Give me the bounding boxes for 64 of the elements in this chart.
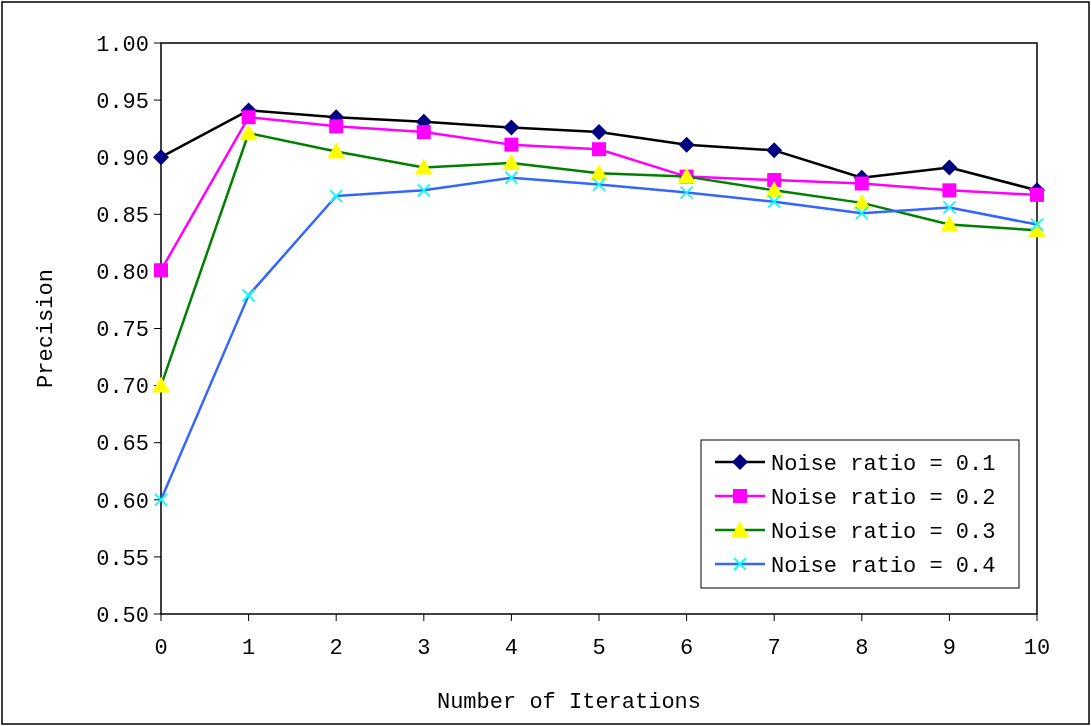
point (414, 158, 433, 175)
point (503, 119, 520, 136)
y-tick-label: 0.85 (96, 204, 149, 229)
point (327, 142, 346, 159)
y-tick-label: 0.60 (96, 489, 149, 515)
y-tick-label: 0.65 (96, 432, 149, 458)
x-axis-title: Number of Iterations (436, 690, 702, 715)
x-tick-label: 1 (242, 636, 256, 661)
point (152, 376, 170, 393)
x-tick-label: 6 (680, 636, 694, 661)
point (153, 149, 169, 166)
point (591, 124, 607, 141)
point (1030, 187, 1044, 202)
x-tick-label: 3 (417, 636, 431, 661)
point (504, 170, 519, 185)
point (154, 492, 168, 507)
x-tick-label: 8 (855, 636, 869, 661)
point (592, 177, 606, 192)
point (1030, 217, 1044, 232)
legend-label: Noise ratio = 0.1 (771, 451, 996, 477)
point (765, 181, 784, 198)
y-tick-label: 0.80 (96, 261, 149, 287)
point (854, 206, 869, 221)
point (766, 142, 783, 159)
x-tick-label: 4 (504, 636, 518, 661)
y-tick-label: 0.70 (96, 375, 149, 401)
y-tick-label: 0.90 (96, 146, 149, 172)
y-tick-label: 0.50 (96, 603, 149, 629)
y-tick-label: 0.95 (96, 89, 149, 115)
legend-label: Noise ratio = 0.2 (771, 485, 996, 511)
point (854, 176, 869, 191)
x-tick-label: 9 (942, 636, 956, 661)
point (767, 194, 782, 209)
x-tick-label: 5 (592, 636, 606, 661)
point (329, 189, 344, 203)
y-tick-label: 0.55 (96, 546, 149, 572)
legend-label: Noise ratio = 0.3 (771, 519, 996, 545)
y-tick-label: 0.75 (96, 318, 149, 344)
point (329, 119, 344, 134)
point (592, 142, 606, 157)
point (502, 153, 521, 170)
point (239, 124, 258, 141)
x-tick-label: 0 (154, 636, 168, 661)
y-axis-title: Precision (34, 269, 59, 388)
point (942, 183, 957, 198)
point (241, 288, 256, 303)
x-tick-label: 10 (1023, 636, 1051, 661)
point (852, 193, 871, 210)
x-tick-label: 7 (767, 636, 781, 661)
point (679, 185, 694, 200)
point (767, 173, 782, 188)
point (504, 137, 519, 152)
point (416, 125, 431, 140)
y-tick-label: 1.00 (96, 32, 149, 58)
point (941, 159, 958, 176)
x-tick-label: 2 (329, 636, 343, 661)
legend-label: Noise ratio = 0.4 (771, 553, 996, 579)
point (940, 215, 959, 232)
point (678, 136, 695, 153)
point (942, 200, 957, 215)
point (416, 183, 431, 198)
point (154, 263, 168, 278)
point (590, 164, 608, 181)
point (241, 110, 256, 125)
